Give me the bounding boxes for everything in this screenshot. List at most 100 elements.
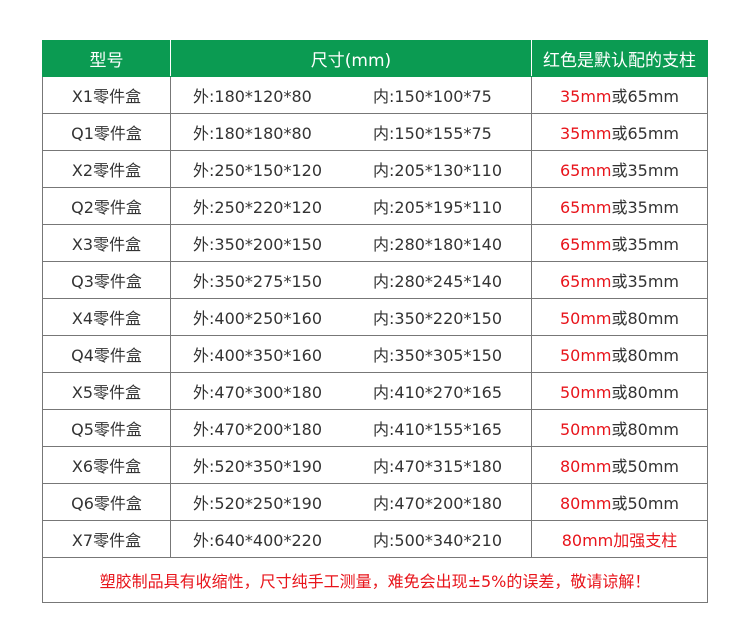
size-cell: 外:640*400*220 内:500*340*210 [170, 520, 532, 558]
default-support: 65mm [559, 198, 612, 217]
alt-support: 或80mm [611, 309, 680, 328]
size-cell: 外:180*180*80 内:150*155*75 [170, 113, 532, 151]
support-cell: 80mm或50mm [531, 483, 708, 521]
inner-size: 内:205*195*110 [373, 198, 503, 217]
alt-support: 或35mm [611, 272, 680, 291]
alt-support: 或35mm [611, 161, 680, 180]
support-cell: 80mm或50mm [531, 446, 708, 484]
outer-size: 外:520*250*190 [193, 494, 323, 513]
size-cell: 外:180*120*80 内:150*100*75 [170, 76, 532, 114]
size-cell: 外:350*200*150 内:280*180*140 [170, 224, 532, 262]
inner-size: 内:150*155*75 [373, 124, 492, 143]
size-cell: 外:400*350*160 内:350*305*150 [170, 335, 532, 373]
alt-support: 或35mm [611, 198, 680, 217]
model-cell: Q4零件盒 [42, 335, 171, 373]
support-cell: 50mm或80mm [531, 409, 708, 447]
table-row: X3零件盒 外:350*200*150 内:280*180*140 65mm或35… [42, 224, 708, 262]
table-row: Q5零件盒 外:470*200*180 内:410*155*165 50mm或80… [42, 409, 708, 447]
model-cell: X3零件盒 [42, 224, 171, 262]
default-support: 65mm [559, 272, 612, 291]
default-support: 65mm [559, 235, 612, 254]
size-cell: 外:400*250*160 内:350*220*150 [170, 298, 532, 336]
alt-support: 或50mm [611, 457, 680, 476]
inner-size: 内:350*305*150 [373, 346, 503, 365]
inner-size: 内:280*180*140 [373, 235, 503, 254]
support-cell: 35mm或65mm [531, 76, 708, 114]
alt-support: 或80mm [611, 346, 680, 365]
support-cell: 50mm或80mm [531, 298, 708, 336]
model-cell: X7零件盒 [42, 520, 171, 558]
inner-size: 内:410*155*165 [373, 420, 503, 439]
alt-support: 或65mm [611, 87, 680, 106]
inner-size: 内:205*130*110 [373, 161, 503, 180]
outer-size: 外:350*200*150 [193, 235, 323, 254]
size-cell: 外:250*150*120 内:205*130*110 [170, 150, 532, 188]
table-row: X7零件盒 外:640*400*220 内:500*340*210 80mm加强支… [42, 520, 708, 558]
support-cell: 35mm或65mm [531, 113, 708, 151]
size-table: 型号 尺寸(mm) 红色是默认配的支柱 X1零件盒 外:180*120*80 内:… [42, 40, 708, 603]
table-row: Q4零件盒 外:400*350*160 内:350*305*150 50mm或80… [42, 335, 708, 373]
support-cell: 65mm或35mm [531, 224, 708, 262]
table-row: X5零件盒 外:470*300*180 内:410*270*165 50mm或80… [42, 372, 708, 410]
outer-size: 外:180*120*80 [193, 87, 312, 106]
support-cell: 50mm或80mm [531, 335, 708, 373]
model-cell: Q6零件盒 [42, 483, 171, 521]
outer-size: 外:400*350*160 [193, 346, 323, 365]
outer-size: 外:640*400*220 [193, 531, 323, 550]
table-row: X1零件盒 外:180*120*80 内:150*100*75 35mm或65mm [42, 76, 708, 114]
outer-size: 外:400*250*160 [193, 309, 323, 328]
default-support: 80mm加强支柱 [561, 531, 678, 550]
size-cell: 外:470*300*180 内:410*270*165 [170, 372, 532, 410]
table-row: X4零件盒 外:400*250*160 内:350*220*150 50mm或80… [42, 298, 708, 336]
outer-size: 外:250*220*120 [193, 198, 323, 217]
alt-support: 或80mm [611, 383, 680, 402]
size-cell: 外:520*350*190 内:470*315*180 [170, 446, 532, 484]
default-support: 50mm [559, 420, 612, 439]
inner-size: 内:470*315*180 [373, 457, 503, 476]
default-support: 80mm [559, 494, 612, 513]
default-support: 50mm [559, 309, 612, 328]
default-support: 65mm [559, 161, 612, 180]
header-row: 型号 尺寸(mm) 红色是默认配的支柱 [42, 40, 708, 77]
support-cell: 65mm或35mm [531, 261, 708, 299]
model-cell: Q1零件盒 [42, 113, 171, 151]
table-row: Q1零件盒 外:180*180*80 内:150*155*75 35mm或65mm [42, 113, 708, 151]
alt-support: 或65mm [611, 124, 680, 143]
size-cell: 外:250*220*120 内:205*195*110 [170, 187, 532, 225]
table-row: X6零件盒 外:520*350*190 内:470*315*180 80mm或50… [42, 446, 708, 484]
outer-size: 外:470*200*180 [193, 420, 323, 439]
inner-size: 内:410*270*165 [373, 383, 503, 402]
size-cell: 外:470*200*180 内:410*155*165 [170, 409, 532, 447]
inner-size: 内:470*200*180 [373, 494, 503, 513]
alt-support: 或80mm [611, 420, 680, 439]
inner-size: 内:350*220*150 [373, 309, 503, 328]
model-cell: Q2零件盒 [42, 187, 171, 225]
model-cell: X4零件盒 [42, 298, 171, 336]
model-cell: X6零件盒 [42, 446, 171, 484]
model-cell: Q3零件盒 [42, 261, 171, 299]
support-cell: 65mm或35mm [531, 187, 708, 225]
outer-size: 外:250*150*120 [193, 161, 323, 180]
table-row: Q3零件盒 外:350*275*150 内:280*245*140 65mm或35… [42, 261, 708, 299]
outer-size: 外:470*300*180 [193, 383, 323, 402]
table-row: Q2零件盒 外:250*220*120 内:205*195*110 65mm或35… [42, 187, 708, 225]
default-support: 50mm [559, 346, 612, 365]
model-cell: Q5零件盒 [42, 409, 171, 447]
support-cell: 50mm或80mm [531, 372, 708, 410]
outer-size: 外:180*180*80 [193, 124, 312, 143]
outer-size: 外:350*275*150 [193, 272, 323, 291]
header-size: 尺寸(mm) [170, 40, 532, 77]
default-support: 80mm [559, 457, 612, 476]
inner-size: 内:280*245*140 [373, 272, 503, 291]
inner-size: 内:500*340*210 [373, 531, 503, 550]
table-row: X2零件盒 外:250*150*120 内:205*130*110 65mm或35… [42, 150, 708, 188]
outer-size: 外:520*350*190 [193, 457, 323, 476]
default-support: 35mm [559, 124, 612, 143]
header-model: 型号 [42, 40, 171, 77]
alt-support: 或50mm [611, 494, 680, 513]
size-cell: 外:350*275*150 内:280*245*140 [170, 261, 532, 299]
model-cell: X5零件盒 [42, 372, 171, 410]
model-cell: X2零件盒 [42, 150, 171, 188]
size-cell: 外:520*250*190 内:470*200*180 [170, 483, 532, 521]
support-cell: 80mm加强支柱 [531, 520, 708, 558]
